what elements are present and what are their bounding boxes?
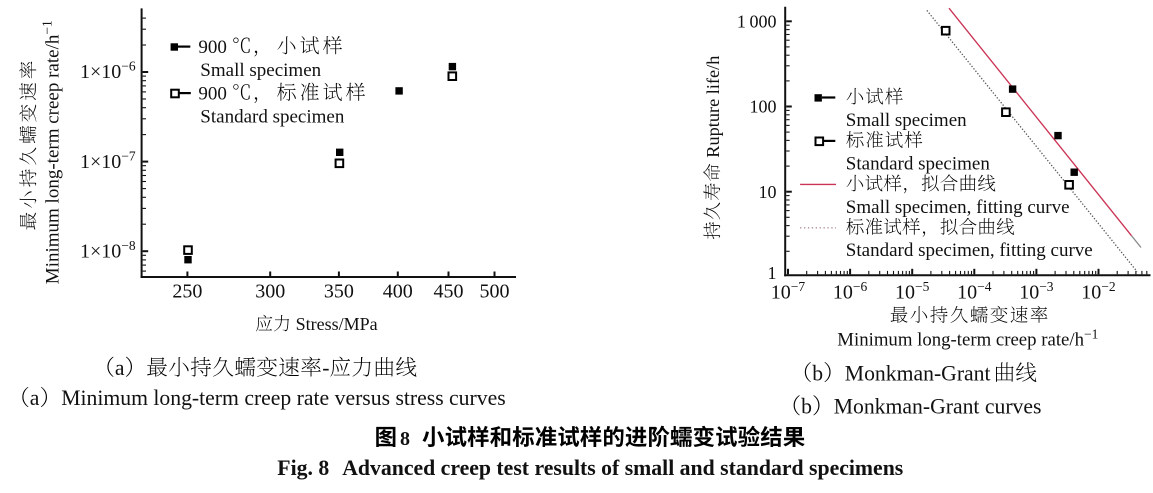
svg-text:250: 250 [172, 281, 202, 303]
svg-text:b: b [812, 361, 823, 385]
svg-text:10−2: 10−2 [1081, 279, 1115, 304]
svg-text:b: b [801, 395, 812, 419]
svg-text:1 000: 1 000 [737, 12, 777, 32]
svg-text:Standard specimen, fitting cur: Standard specimen, fitting curve [846, 240, 1093, 261]
svg-text:Standard specimen: Standard specimen [846, 153, 991, 174]
svg-text:1: 1 [768, 263, 777, 283]
svg-text:-: - [322, 356, 329, 380]
svg-text:Stress/MPa: Stress/MPa [296, 314, 378, 334]
svg-text:8: 8 [400, 428, 410, 450]
svg-text:Minimum long-term creep rate/h: Minimum long-term creep rate/h−1 [40, 20, 64, 284]
svg-text:Monkman-Grant curves: Monkman-Grant curves [834, 395, 1042, 419]
svg-text:10−5: 10−5 [895, 279, 930, 304]
svg-text:350: 350 [324, 281, 354, 303]
svg-text:500: 500 [480, 281, 510, 303]
svg-text:Rupture life/h: Rupture life/h [703, 56, 723, 158]
svg-text:100: 100 [750, 97, 777, 117]
svg-text:Advanced creep test results of: Advanced creep test results of small and… [342, 456, 903, 480]
svg-text:Small specimen, fitting curve: Small specimen, fitting curve [846, 197, 1070, 218]
svg-text:Small specimen: Small specimen [200, 60, 321, 81]
svg-text:900: 900 [198, 83, 227, 104]
svg-text:400: 400 [383, 281, 413, 303]
svg-text:300: 300 [255, 281, 285, 303]
svg-text:450: 450 [434, 281, 464, 303]
svg-text:a: a [30, 386, 40, 410]
svg-text:Minimum long-term creep rate/h: Minimum long-term creep rate/h−1 [837, 327, 1098, 351]
svg-text:Monkman-Grant: Monkman-Grant [845, 361, 991, 385]
svg-text:Small specimen: Small specimen [846, 110, 967, 131]
svg-text:10: 10 [759, 182, 777, 202]
svg-text:900: 900 [198, 37, 227, 58]
svg-text:Minimum long-term creep rate v: Minimum long-term creep rate versus stre… [61, 386, 505, 410]
svg-text:Fig. 8: Fig. 8 [277, 456, 329, 480]
svg-text:10−6: 10−6 [833, 279, 868, 304]
svg-text:Standard specimen: Standard specimen [200, 107, 345, 128]
svg-text:a: a [115, 356, 125, 380]
